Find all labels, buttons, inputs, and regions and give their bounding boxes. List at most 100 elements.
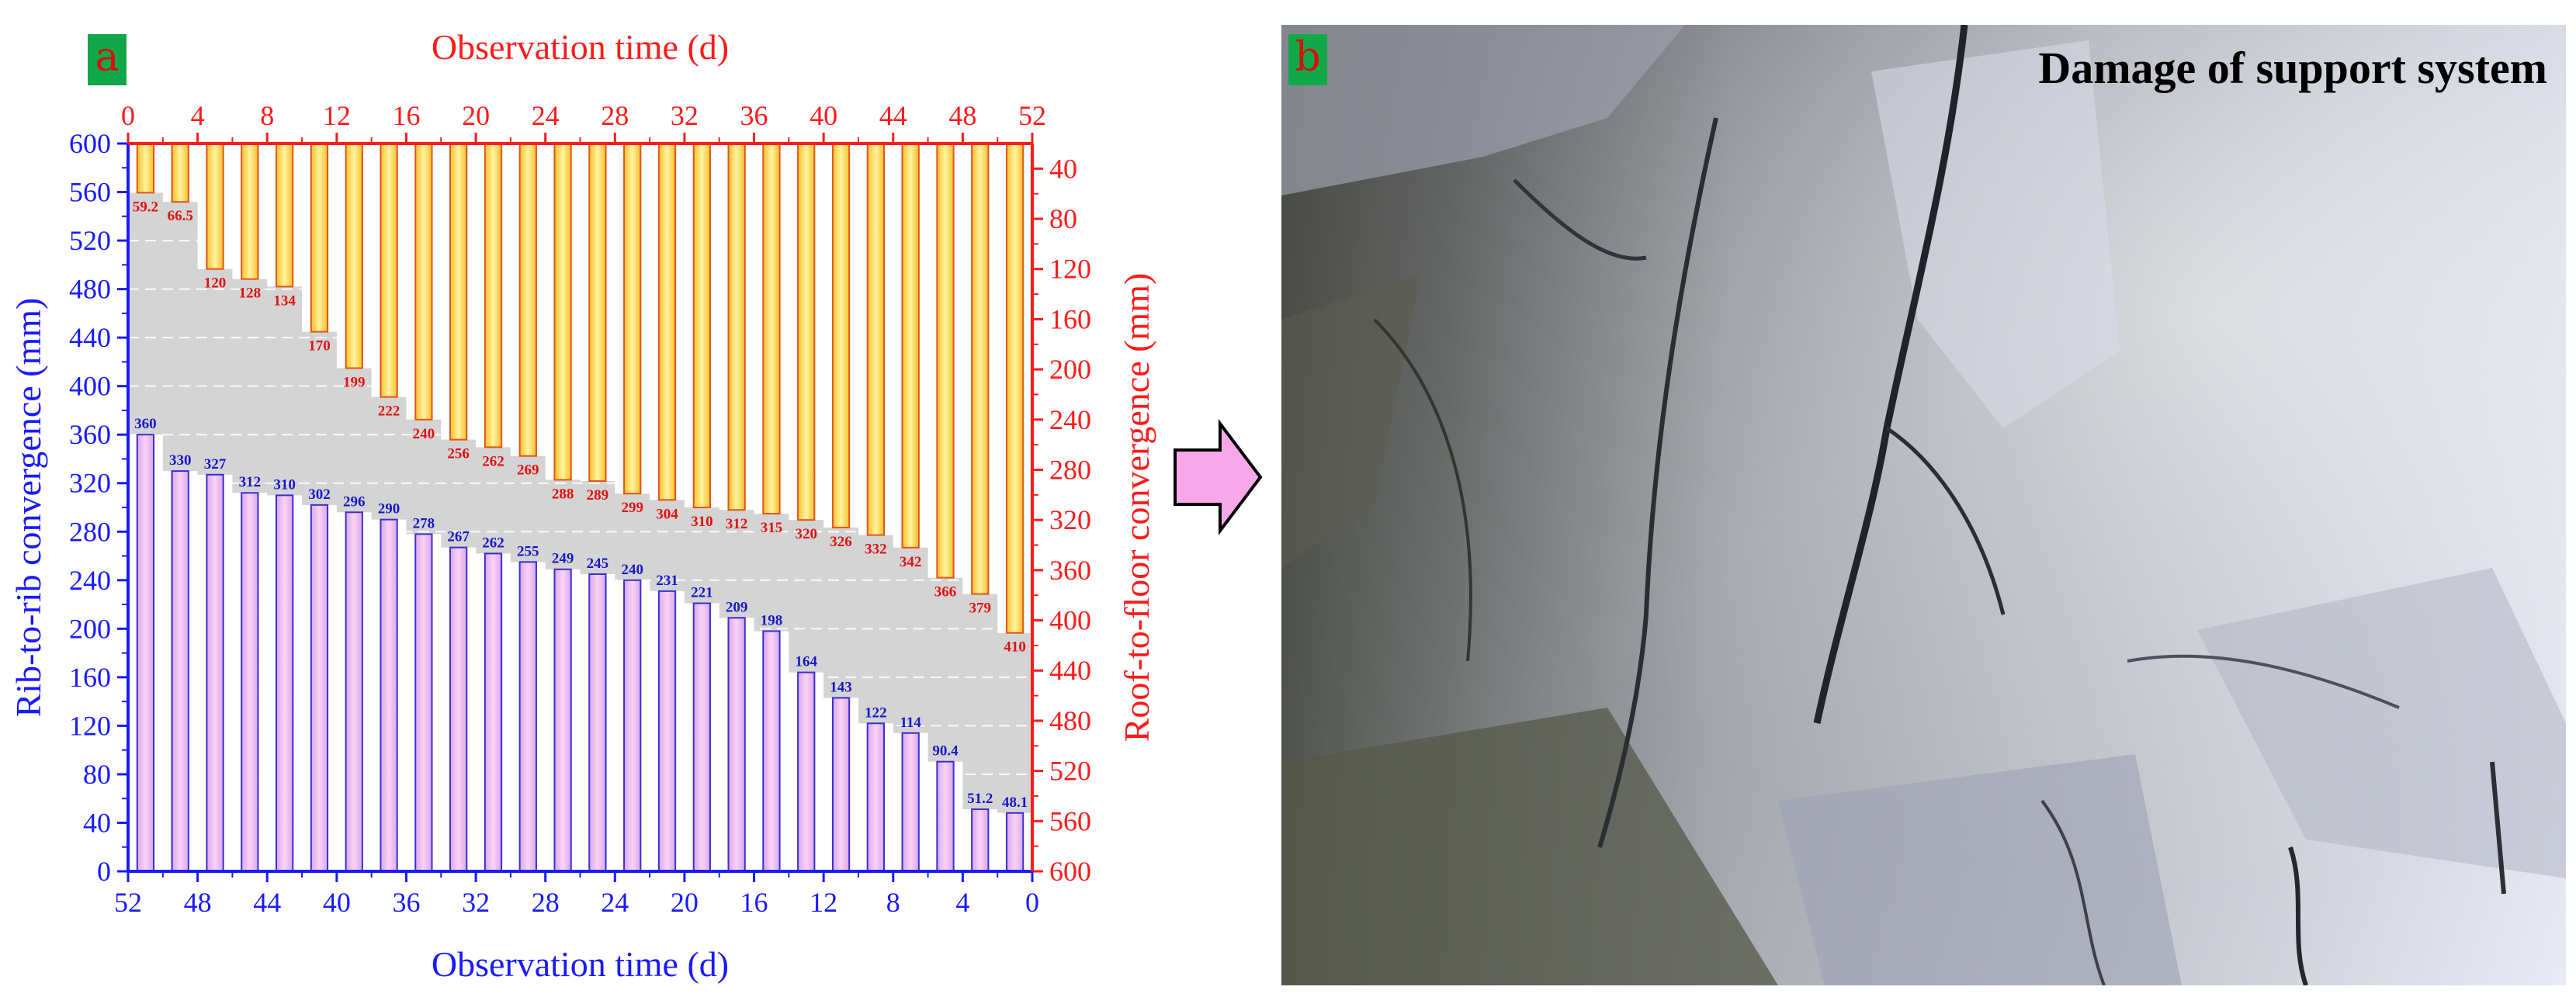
rib-value-label: 209 — [726, 599, 748, 615]
left-axis-tick-label: 120 — [69, 710, 111, 741]
rib-bar — [657, 590, 677, 872]
roof-value-label: 304 — [656, 506, 678, 522]
roof-value-label: 320 — [796, 526, 818, 542]
bottom-axis-tick-label: 32 — [462, 887, 490, 918]
roof-bar — [414, 143, 433, 421]
left-axis-tick-label: 80 — [83, 759, 111, 790]
bottom-axis-tick-label: 20 — [671, 887, 699, 918]
roof-value-label: 310 — [691, 514, 713, 530]
right-axis-tick-label: 600 — [1049, 856, 1091, 887]
rib-bar — [484, 552, 503, 872]
rib-value-label: 164 — [796, 654, 818, 670]
roof-bar — [345, 143, 363, 369]
roof-value-label: 366 — [934, 584, 957, 601]
roof-bar — [866, 143, 886, 536]
bottom-axis-tick-label: 28 — [532, 887, 560, 918]
rib-value-label: 267 — [447, 529, 470, 545]
left-axis-tick-label: 360 — [69, 419, 111, 450]
top-axis-tick-label: 48 — [948, 100, 976, 131]
roof-bar — [901, 143, 920, 549]
right-axis-title: Roof-to-floor convergence (mm) — [1117, 273, 1156, 743]
right-axis-tick-label: 480 — [1049, 705, 1091, 736]
roof-bar — [449, 143, 468, 441]
right-axis-tick-label: 520 — [1049, 756, 1091, 787]
rib-value-label: 249 — [552, 551, 574, 567]
rib-value-label: 240 — [621, 562, 643, 578]
left-axis-title: Rib-to-rib convergence (mm) — [9, 298, 48, 718]
rib-value-label: 221 — [691, 585, 713, 601]
rib-value-label: 330 — [169, 452, 192, 469]
rib-value-label: 114 — [900, 715, 921, 731]
rib-value-label: 312 — [239, 474, 262, 490]
rib-bar — [206, 473, 224, 872]
photo-title: Damage of support system — [2038, 43, 2547, 93]
bottom-axis-tick-label: 36 — [392, 887, 420, 918]
roof-bar — [797, 143, 816, 521]
roof-value-label: 312 — [726, 516, 748, 532]
top-axis-tick-label: 12 — [323, 100, 351, 131]
top-axis-title: Observation time (d) — [432, 27, 729, 67]
rib-value-label: 231 — [656, 573, 678, 589]
rib-value-label: 198 — [761, 612, 783, 628]
left-axis-tick-label: 600 — [69, 128, 111, 159]
roof-bar — [241, 143, 259, 280]
right-axis-tick-label: 120 — [1049, 254, 1091, 285]
top-axis-tick-label: 20 — [462, 100, 490, 131]
roof-value-label: 342 — [900, 554, 922, 570]
roof-bar — [136, 143, 155, 194]
right-axis-tick-label: 440 — [1049, 655, 1091, 686]
bottom-axis-tick-label: 52 — [114, 887, 142, 918]
rib-value-label: 296 — [343, 493, 366, 510]
panel-a-badge: a — [88, 34, 127, 85]
rib-value-label: 48.1 — [1002, 795, 1028, 811]
roof-bar — [657, 143, 677, 501]
right-axis-tick-label: 360 — [1049, 555, 1091, 586]
rib-bar — [797, 671, 816, 872]
roof-value-label: 326 — [830, 534, 852, 550]
panel-b-badge: b — [1288, 34, 1327, 85]
rib-bar — [275, 494, 294, 872]
rib-value-label: 360 — [134, 416, 157, 432]
rib-value-label: 143 — [830, 679, 852, 695]
rib-bar — [171, 470, 189, 872]
roof-value-label: 199 — [343, 374, 366, 390]
roof-value-label: 240 — [413, 426, 435, 442]
roof-value-label: 288 — [552, 486, 574, 502]
rib-value-label: 310 — [273, 476, 296, 493]
left-axis-tick-label: 200 — [69, 613, 111, 644]
support-damage-photo: Damage of support system — [1281, 25, 2566, 985]
roof-value-label: 299 — [621, 500, 643, 516]
rib-bar — [588, 573, 607, 872]
roof-value-label: 134 — [273, 293, 296, 309]
roof-bar — [936, 143, 955, 579]
roof-value-label: 128 — [239, 286, 262, 302]
top-axis-tick-label: 0 — [121, 100, 135, 131]
top-axis-tick-label: 36 — [740, 100, 768, 131]
bottom-axis-tick-label: 4 — [955, 887, 969, 918]
rib-bar — [623, 579, 642, 872]
right-arrow-icon — [1174, 419, 1263, 535]
right-axis-tick-label: 240 — [1049, 404, 1091, 435]
top-axis-tick-label: 40 — [810, 100, 837, 131]
top-axis-tick-label: 16 — [392, 100, 420, 131]
rib-bar — [971, 808, 990, 872]
roof-value-label: 315 — [761, 520, 783, 536]
roof-bar — [762, 143, 781, 515]
roof-value-label: 59.2 — [133, 199, 158, 215]
right-axis-tick-label: 200 — [1049, 354, 1091, 385]
bottom-axis-tick-label: 12 — [810, 887, 837, 918]
top-axis-tick-label: 4 — [191, 100, 205, 131]
roof-bar — [1005, 143, 1025, 634]
rib-bar — [936, 760, 955, 873]
rib-bar — [692, 602, 711, 873]
right-axis-tick-label: 160 — [1049, 303, 1091, 334]
bottom-axis-tick-label: 0 — [1025, 887, 1039, 918]
roof-value-label: 410 — [1004, 639, 1026, 656]
roof-bar — [727, 143, 746, 511]
rib-bar — [345, 511, 363, 873]
rib-value-label: 90.4 — [932, 743, 959, 760]
rib-bar — [380, 518, 398, 873]
right-axis-tick-label: 560 — [1049, 805, 1091, 836]
rib-bar — [310, 504, 329, 873]
roof-bar — [206, 143, 224, 270]
